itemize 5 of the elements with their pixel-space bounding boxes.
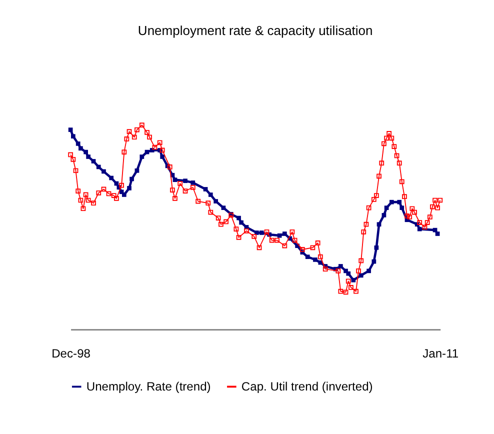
x-tick-label: Jan-11 xyxy=(422,346,459,361)
legend-label: Unemploy. Rate (trend) xyxy=(86,379,211,394)
legend-label: Cap. Util trend (inverted) xyxy=(241,379,373,394)
x-tick-label: Dec-98 xyxy=(52,346,91,361)
chart-title: Unemployment rate & capacity utilisation xyxy=(138,22,373,38)
